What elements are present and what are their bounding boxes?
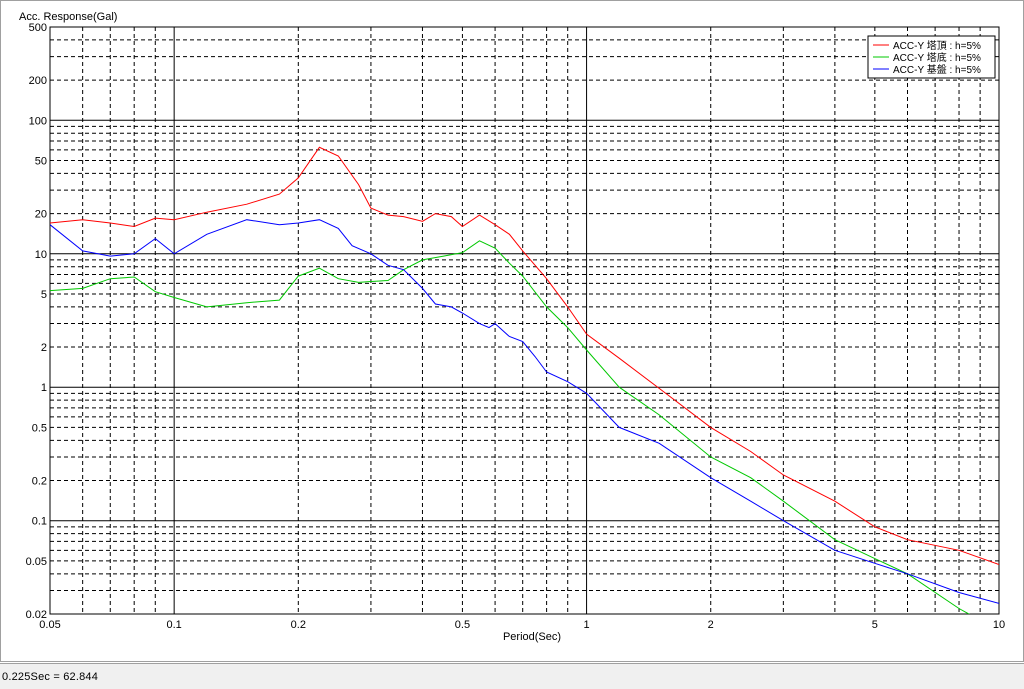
x-tick-label: 5 bbox=[872, 619, 878, 631]
series-line-0 bbox=[50, 146, 999, 565]
x-tick-label: 2 bbox=[708, 619, 714, 631]
y-tick-label: 100 bbox=[29, 115, 47, 127]
x-tick-label: 1 bbox=[584, 619, 590, 631]
status-bar: 0.225Sec = 62.844 bbox=[0, 663, 1024, 689]
x-axis-label: Period(Sec) bbox=[503, 631, 561, 643]
y-tick-label: 50 bbox=[35, 155, 47, 167]
y-tick-label: 1 bbox=[41, 382, 47, 394]
grid-lines bbox=[50, 27, 999, 614]
response-spectrum-chart: 0.05 0.1 0.2 0.5 1 2 5 10 500 200 100 50 20 10 5 2 1 0.5… bbox=[19, 11, 1005, 643]
x-tick-label: 10 bbox=[993, 619, 1005, 631]
series-group bbox=[50, 146, 999, 614]
y-tick-label: 500 bbox=[29, 22, 47, 34]
legend-box bbox=[867, 35, 996, 79]
x-tick-labels: 0.05 0.1 0.2 0.5 1 2 5 10 bbox=[39, 619, 1005, 631]
y-tick-labels: 500 200 100 50 20 10 5 2 1 0.5 0.2 0.1 0.05 0.02 bbox=[26, 22, 47, 621]
series-line-2 bbox=[50, 219, 999, 604]
chart-window: 0.05 0.1 0.2 0.5 1 2 5 10 500 200 100 50 20 10 5 2 1 0.5… bbox=[0, 0, 1024, 662]
y-tick-label: 0.5 bbox=[32, 422, 47, 434]
y-tick-label: 0.02 bbox=[26, 609, 47, 621]
legend-label-2: ACC-Y 基盤 : h=5% bbox=[893, 63, 981, 76]
y-tick-label: 0.1 bbox=[32, 516, 47, 528]
legend-label-1: ACC-Y 塔底 : h=5% bbox=[893, 51, 981, 64]
y-tick-label: 0.05 bbox=[26, 556, 47, 568]
y-axis-label: Acc. Response(Gal) bbox=[19, 11, 117, 23]
y-tick-label: 2 bbox=[41, 342, 47, 354]
y-tick-label: 0.2 bbox=[32, 476, 47, 488]
cursor-readout: 0.225Sec = 62.844 bbox=[2, 671, 99, 683]
y-tick-label: 200 bbox=[29, 75, 47, 87]
x-tick-label: 0.5 bbox=[455, 619, 470, 631]
series-line-1 bbox=[50, 240, 970, 614]
x-tick-label: 0.05 bbox=[39, 619, 60, 631]
y-tick-label: 10 bbox=[35, 249, 47, 261]
y-tick-label: 5 bbox=[41, 289, 47, 301]
plot-area bbox=[49, 26, 1000, 615]
x-tick-label: 0.1 bbox=[167, 619, 182, 631]
legend: ACC-Y 塔頂 : h=5% ACC-Y 塔底 : h=5% ACC-Y 基盤… bbox=[867, 35, 996, 79]
legend-label-0: ACC-Y 塔頂 : h=5% bbox=[893, 39, 981, 52]
y-tick-label: 20 bbox=[35, 209, 47, 221]
x-tick-label: 0.2 bbox=[291, 619, 306, 631]
